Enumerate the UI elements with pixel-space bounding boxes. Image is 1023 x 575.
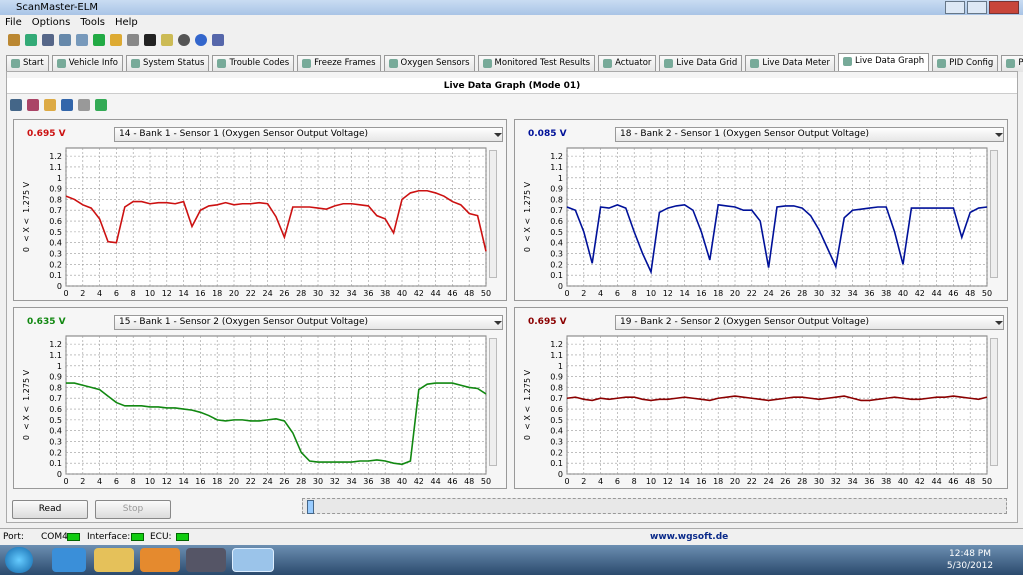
tool-icon[interactable] [127, 34, 139, 46]
panel-title: Live Data Graph (Mode 01) [7, 78, 1017, 94]
selector-arrow [995, 321, 1003, 329]
window-controls [945, 1, 1019, 14]
clock-time: 12:48 PM [949, 549, 991, 559]
clock[interactable]: 12:48 PM 5/30/2012 [940, 548, 1000, 572]
menu-item[interactable]: Help [114, 17, 138, 28]
readout: 0.085 V [528, 129, 567, 139]
tool-icon[interactable] [93, 34, 105, 46]
taskbar: 12:48 PM 5/30/2012 [0, 545, 1023, 575]
menu-item[interactable]: Options [31, 17, 71, 28]
tool-icon[interactable] [78, 99, 90, 111]
stop-button[interactable]: Stop [95, 500, 171, 519]
menu-bar: File Options Tools Help [0, 15, 1023, 30]
close[interactable] [988, 1, 1019, 14]
readout: 0.695 V [27, 129, 66, 139]
tool-icon[interactable] [95, 99, 107, 111]
selector-arrow [494, 133, 502, 141]
tab[interactable]: Trouble Codes [212, 55, 295, 72]
sensor-selector[interactable]: 14 - Bank 1 - Sensor 1 (Oxygen Sensor Ou… [114, 127, 503, 142]
tool-icon[interactable] [195, 34, 207, 46]
tool-icon[interactable] [178, 34, 190, 46]
maximize[interactable] [966, 1, 987, 14]
tool-icon[interactable] [42, 34, 54, 46]
tab[interactable]: Vehicle Info [51, 55, 123, 72]
graph-panel [13, 119, 507, 301]
menu-item[interactable]: Tools [80, 17, 105, 28]
tab[interactable]: Live Data Grid [659, 55, 743, 72]
tool-icon[interactable] [8, 34, 20, 46]
zoom-slider[interactable] [489, 338, 497, 466]
tab[interactable]: Power [1001, 55, 1023, 72]
zoom-slider[interactable] [990, 150, 998, 278]
tool-icon[interactable] [27, 99, 39, 111]
status-bar: Port: COM4 Interface: ECU: www.wgsoft.de [0, 528, 1023, 545]
tab[interactable]: Monitored Test Results [477, 55, 596, 72]
graph-panel [13, 307, 507, 489]
taskbar-app[interactable] [232, 548, 274, 572]
tool-icon[interactable] [59, 34, 71, 46]
menu-item[interactable]: File [5, 17, 22, 28]
taskbar-app[interactable] [94, 548, 134, 572]
tab[interactable]: Start [6, 55, 49, 72]
sensor-selector[interactable]: 18 - Bank 2 - Sensor 1 (Oxygen Sensor Ou… [615, 127, 1004, 142]
tool-icon[interactable] [110, 34, 122, 46]
tool-icon[interactable] [44, 99, 56, 111]
ecu-led [176, 533, 189, 541]
tab[interactable]: System Status [125, 55, 210, 72]
website[interactable]: www.wgsoft.de [650, 532, 729, 542]
port-value: COM4 [41, 532, 68, 542]
sensor-selector[interactable]: 19 - Bank 2 - Sensor 2 (Oxygen Sensor Ou… [615, 315, 1004, 330]
graph-panel [514, 307, 1008, 489]
readout: 0.635 V [27, 317, 66, 327]
selector-arrow [494, 321, 502, 329]
tab[interactable]: PID Config [932, 55, 999, 72]
tab-strip: Start Vehicle Info System Status Trouble Co… [6, 53, 1023, 72]
zoom-slider[interactable] [990, 338, 998, 466]
readout: 0.695 V [528, 317, 567, 327]
tool-icon[interactable] [76, 34, 88, 46]
sensor-selector[interactable]: 15 - Bank 1 - Sensor 2 (Oxygen Sensor Ou… [114, 315, 503, 330]
port-led [67, 533, 80, 541]
taskbar-app[interactable] [52, 548, 86, 572]
interface-led [131, 533, 144, 541]
port-label: Port: [3, 532, 24, 542]
taskbar-app[interactable] [140, 548, 180, 572]
zoom-slider[interactable] [489, 150, 497, 278]
toolbar [0, 31, 1023, 52]
minimize[interactable] [945, 1, 965, 14]
tool-icon[interactable] [161, 34, 173, 46]
tab[interactable]: Live Data Graph [838, 53, 930, 72]
tool-icon[interactable] [10, 99, 22, 111]
interface-label: Interface: [87, 532, 131, 542]
tab[interactable]: Actuator [598, 55, 657, 72]
taskbar-app[interactable] [186, 548, 226, 572]
tool-icon[interactable] [212, 34, 224, 46]
start-button[interactable] [5, 547, 33, 573]
ecu-label: ECU: [150, 532, 172, 542]
title-bar: ScanMaster-ELM [0, 0, 1023, 15]
tab[interactable]: Live Data Meter [745, 55, 836, 72]
clock-date: 5/30/2012 [946, 561, 994, 571]
read-button[interactable]: Read [12, 500, 88, 519]
tab[interactable]: Freeze Frames [297, 55, 381, 72]
tool-icon[interactable] [144, 34, 156, 46]
tab[interactable]: Oxygen Sensors [383, 55, 475, 72]
progress-handle[interactable] [307, 500, 314, 514]
window-title: ScanMaster-ELM [16, 2, 98, 13]
progress-bar [302, 498, 1007, 514]
tool-icon[interactable] [25, 34, 37, 46]
tool-icon[interactable] [61, 99, 73, 111]
graph-panel [514, 119, 1008, 301]
graph-toolbar [8, 97, 148, 113]
selector-arrow [995, 133, 1003, 141]
